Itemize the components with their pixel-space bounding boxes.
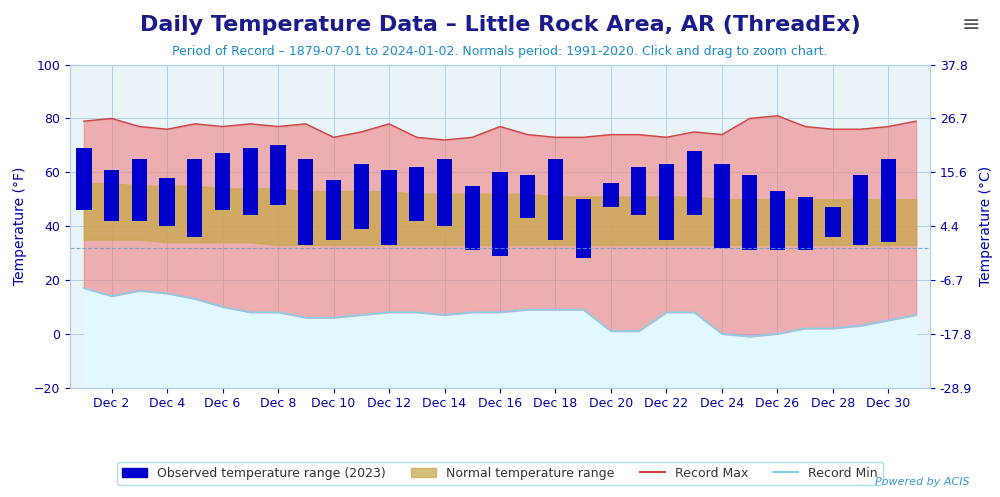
Bar <box>187 159 202 237</box>
Bar <box>215 154 230 210</box>
Bar <box>881 159 896 242</box>
Bar <box>76 148 92 210</box>
Bar <box>104 169 119 221</box>
Bar <box>298 159 313 245</box>
Legend: Observed temperature range (2023), Normal temperature range, Record Max, Record : Observed temperature range (2023), Norma… <box>117 462 883 485</box>
Bar <box>354 164 369 229</box>
Bar <box>132 159 147 221</box>
Bar <box>770 191 785 250</box>
Bar <box>603 183 619 207</box>
Text: Daily Temperature Data – Little Rock Area, AR (ThreadEx): Daily Temperature Data – Little Rock Are… <box>140 15 860 35</box>
Text: ≡: ≡ <box>961 15 980 35</box>
Bar <box>687 151 702 215</box>
Bar <box>853 175 868 245</box>
Bar <box>798 196 813 250</box>
Y-axis label: Temperature (°F): Temperature (°F) <box>13 167 27 285</box>
Bar <box>576 199 591 258</box>
Bar <box>520 175 535 218</box>
Bar <box>492 172 508 256</box>
Bar <box>548 159 563 240</box>
Bar <box>159 177 175 226</box>
Text: Powered by ACIS: Powered by ACIS <box>875 477 970 487</box>
Bar <box>409 167 424 221</box>
Bar <box>742 175 757 250</box>
Bar <box>326 180 341 240</box>
Bar <box>631 167 646 215</box>
Bar <box>659 164 674 240</box>
Bar <box>714 164 730 248</box>
Bar <box>465 186 480 250</box>
Bar <box>825 207 841 237</box>
Bar <box>381 169 397 245</box>
Bar <box>437 159 452 226</box>
Text: Period of Record – 1879-07-01 to 2024-01-02. Normals period: 1991-2020. Click an: Period of Record – 1879-07-01 to 2024-01… <box>172 45 828 58</box>
Bar <box>270 145 286 205</box>
Y-axis label: Temperature (°C): Temperature (°C) <box>979 166 993 286</box>
Bar <box>243 148 258 215</box>
